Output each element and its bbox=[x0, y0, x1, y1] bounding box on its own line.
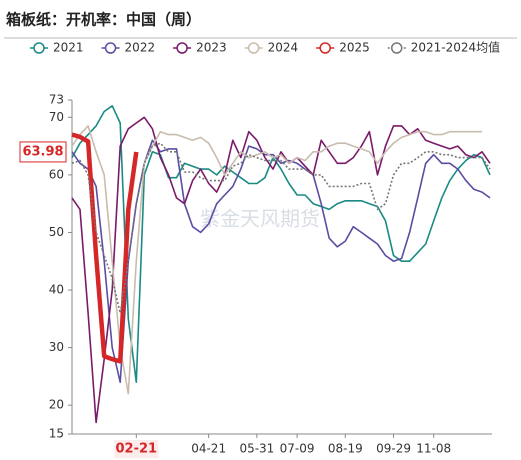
x-label-highlight bbox=[114, 440, 159, 458]
x-tick-label: 11-08 bbox=[416, 442, 451, 456]
y-tick-label: 30 bbox=[49, 340, 64, 354]
x-tick-label: 08-19 bbox=[328, 442, 363, 456]
legend-marker bbox=[176, 42, 188, 54]
series-line bbox=[71, 116, 491, 424]
y-tick-label: 60 bbox=[49, 167, 64, 181]
legend-marker bbox=[319, 42, 331, 54]
legend-label[interactable]: 2025 bbox=[339, 41, 370, 55]
legend-label[interactable]: 2021-2024均值 bbox=[411, 40, 500, 55]
value-label-box bbox=[19, 141, 67, 163]
y-tick-label: 73 bbox=[49, 93, 64, 107]
y-tick-label: 20 bbox=[49, 398, 64, 412]
series-line bbox=[71, 142, 491, 314]
legend-marker bbox=[33, 42, 45, 54]
value-label: 63.98 bbox=[22, 144, 63, 159]
legend-label[interactable]: 2023 bbox=[196, 41, 227, 55]
legend-marker bbox=[247, 42, 260, 54]
legend-marker bbox=[104, 42, 117, 54]
series-line bbox=[71, 132, 139, 364]
watermark: 紫金天风期货 bbox=[200, 207, 320, 231]
x-tick-label: 07-09 bbox=[280, 442, 315, 456]
legend-marker bbox=[390, 42, 403, 54]
series-line bbox=[71, 125, 482, 395]
y-tick-label: 40 bbox=[49, 283, 64, 297]
series-line bbox=[71, 105, 491, 383]
y-tick-label: 70 bbox=[49, 110, 64, 124]
chart-title: 箱板纸：开机率：中国（周） bbox=[6, 11, 201, 29]
y-tick-label: 50 bbox=[49, 225, 64, 239]
x-tick-label: 05-31 bbox=[239, 442, 274, 456]
legend-label[interactable]: 2022 bbox=[125, 41, 156, 55]
legend-label[interactable]: 2024 bbox=[268, 41, 299, 55]
y-tick-label: 15 bbox=[49, 427, 64, 441]
x-tick-label: 09-29 bbox=[376, 442, 411, 456]
x-tick-label: 04-21 bbox=[191, 442, 226, 456]
legend-label[interactable]: 2021 bbox=[53, 41, 84, 55]
x-tick-label: 02-21 bbox=[116, 442, 158, 457]
